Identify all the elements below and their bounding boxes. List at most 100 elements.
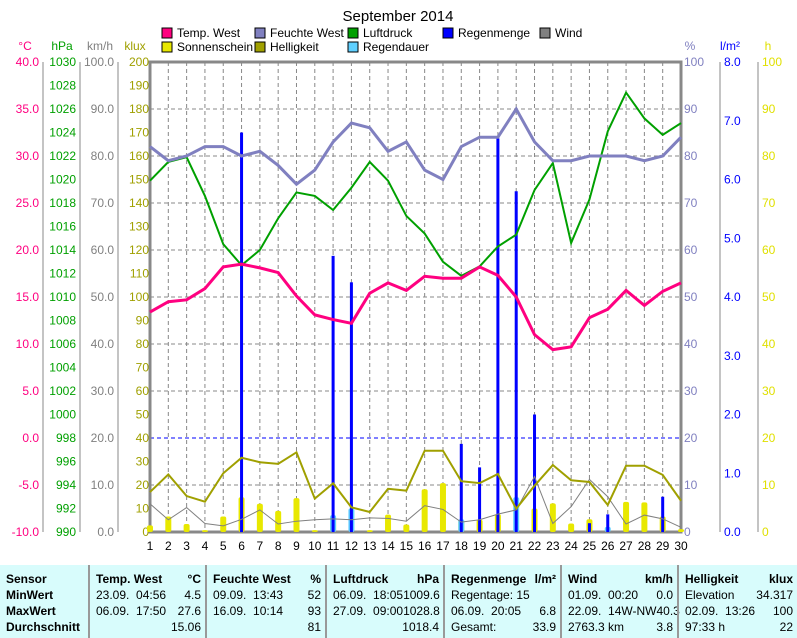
x-tick-label: 19 (473, 539, 487, 553)
rain-bar (496, 138, 500, 532)
stats-cell: MaxWert (6, 604, 56, 618)
stats-row: 23.09. 04:56 4.5 (96, 587, 201, 603)
stats-row: 22.09. 14W-NW 40.3 (568, 603, 680, 619)
axis-tick-pressure: 1006 (49, 337, 76, 351)
axis-tick-wind: 60.0 (91, 243, 115, 257)
sunshine-bar (549, 503, 556, 532)
axis-tick-pressure: 1018 (49, 196, 76, 210)
axis-tick-rain: 2.0 (724, 408, 741, 422)
legend-label: Regendauer (363, 40, 429, 54)
axis-tick-pressure: 1014 (49, 243, 76, 257)
stats-row: 2763.3 km 3.8 (568, 619, 673, 635)
axis-tick-light: 60 (136, 384, 150, 398)
x-tick-label: 23 (546, 539, 560, 553)
axis-tick-wind: 80.0 (91, 149, 115, 163)
stats-cell: 81 (307, 620, 321, 634)
rain-bar (606, 514, 610, 532)
axis-tick-hours: 70 (762, 196, 776, 210)
axis-tick-light: 30 (136, 455, 150, 469)
rain-bar (661, 496, 665, 532)
axis-tick-hours: 40 (762, 337, 776, 351)
stats-row: Regenmenge l/m² (451, 571, 556, 587)
axis-tick-temp: 35.0 (16, 102, 40, 116)
legend-swatch (161, 27, 173, 39)
stats-cell: Gesamt: (451, 620, 497, 634)
axis-tick-light: 70 (136, 361, 150, 375)
axis-tick-pressure: 1022 (49, 149, 76, 163)
axis-tick-wind: 20.0 (91, 431, 115, 445)
x-tick-label: 27 (619, 539, 633, 553)
stats-row: Luftdruck hPa (333, 571, 439, 587)
sunshine-bar (439, 483, 446, 532)
x-tick-label: 7 (257, 539, 264, 553)
legend-swatch (539, 27, 551, 39)
weather-chart: September 2014 Temp. West Feuchte West Luft… (12, 8, 783, 553)
axis-tick-wind: 30.0 (91, 384, 115, 398)
stats-cell: 01.09. 00:20 (568, 588, 639, 602)
stats-cell: Temp. West (96, 572, 163, 586)
sunshine-bar (311, 530, 318, 532)
stats-cell: Wind (568, 572, 598, 586)
stats-row: 81 (213, 619, 321, 635)
stats-cell: 40.3 (656, 604, 680, 618)
stats-cell: Feuchte West (213, 572, 291, 586)
axis-unit-hours: h (765, 39, 772, 53)
stats-cell: 22.09. 14W-NW (568, 604, 657, 618)
axis-tick-temp: 40.0 (16, 55, 40, 69)
sunshine-bar (623, 501, 630, 532)
stats-cell: Durchschnitt (6, 620, 81, 634)
axis-tick-hours: 100 (762, 55, 782, 69)
axis-tick-pressure: 1004 (49, 361, 76, 375)
axis-tick-wind: 50.0 (91, 290, 115, 304)
axis-tick-light: 10 (136, 502, 150, 516)
axis-tick-light: 90 (136, 314, 150, 328)
legend-label: Luftdruck (363, 26, 413, 40)
axis-tick-humidity: 50 (684, 290, 698, 304)
rain-bar (240, 132, 244, 532)
x-tick-label: 18 (455, 539, 469, 553)
rain-bar (514, 191, 518, 532)
stats-row: Elevation 34.317 (685, 587, 793, 603)
axis-unit-temp: °C (18, 39, 32, 53)
stats-cell: 1018.4 (402, 620, 439, 634)
pressure-line (149, 90, 682, 278)
stats-row: 02.09. 13:26 100 (685, 603, 793, 619)
x-tick-label: 9 (293, 539, 300, 553)
axis-tick-temp: 10.0 (16, 337, 40, 351)
axis-unit-humidity: % (685, 39, 696, 53)
stats-cell: 06.09. 20:05 (451, 604, 522, 618)
x-tick-label: 25 (583, 539, 597, 553)
x-tick-label: 22 (528, 539, 542, 553)
axis-tick-pressure: 1028 (49, 79, 76, 93)
stats-row: 16.09. 10:14 93 (213, 603, 321, 619)
x-tick-label: 1 (147, 539, 154, 553)
stats-row: Wind km/h (568, 571, 673, 587)
legend-swatch (161, 41, 173, 53)
stats-cell: Sensor (6, 572, 47, 586)
x-tick-label: 3 (183, 539, 190, 553)
stats-row: 97:33 h 22 (685, 619, 793, 635)
sunshine-bar (421, 489, 428, 532)
axis-tick-pressure: 1020 (49, 173, 76, 187)
axis-tick-temp: 15.0 (16, 290, 40, 304)
rain-bar (533, 414, 537, 532)
sunshine-bar (403, 524, 410, 532)
rain-bar (587, 523, 591, 532)
axis-tick-temp: 0.0 (22, 431, 39, 445)
legend-swatch (347, 27, 359, 39)
stats-cell: 93 (307, 604, 321, 618)
axis-tick-temp: -5.0 (18, 478, 39, 492)
axis-tick-pressure: 1010 (49, 290, 76, 304)
legend-swatch (442, 27, 454, 39)
axis-tick-rain: 6.0 (724, 173, 741, 187)
x-tick-label: 10 (308, 539, 322, 553)
axis-tick-light: 20 (136, 478, 150, 492)
stats-row: Temp. West °C (96, 571, 201, 587)
axis-tick-light: 190 (129, 79, 149, 93)
stats-cell: km/h (644, 572, 673, 586)
legend-label: Sonnenschein (177, 40, 253, 54)
stats-row: Durchschnitt (6, 619, 84, 635)
x-tick-label: 6 (238, 539, 245, 553)
axis-tick-wind: 70.0 (91, 196, 115, 210)
axis-unit-rain: l/m² (720, 39, 740, 53)
